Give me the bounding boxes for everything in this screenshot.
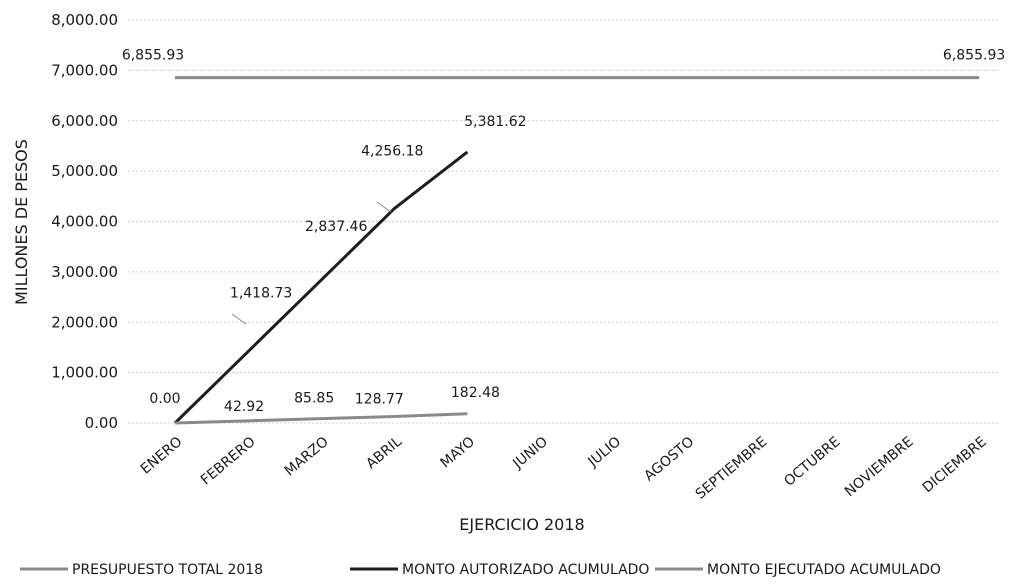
x-axis: ENERO FEBRERO MARZO ABRIL MAYO JUNIO JULIO AGOS… bbox=[138, 434, 990, 503]
gridlines bbox=[128, 19, 1000, 424]
y-tick-label: 5,000.00 bbox=[51, 162, 118, 180]
y-tick-label: 2,000.00 bbox=[51, 313, 118, 331]
legend-label: MONTO AUTORIZADO ACUMULADO bbox=[402, 562, 649, 578]
series-line-2 bbox=[173, 150, 469, 425]
y-tick-label: 7,000.00 bbox=[51, 61, 118, 79]
x-tick-label: DICIEMBRE bbox=[920, 434, 990, 496]
x-tick-label: NOVIEMBRE bbox=[842, 434, 917, 500]
x-tick-label: ENERO bbox=[138, 434, 186, 478]
leader-line bbox=[231, 313, 247, 325]
x-tick-label: SEPTIEMBRE bbox=[693, 434, 771, 503]
x-tick-label: ABRIL bbox=[363, 434, 405, 473]
x-tick-label: OCTUBRE bbox=[781, 434, 843, 490]
x-tick-label: MAYO bbox=[438, 434, 478, 472]
data-label: 0.00 bbox=[149, 391, 180, 407]
x-tick-label: FEBRERO bbox=[198, 434, 259, 489]
legend: PRESUPUESTO TOTAL 2018 MONTO AUTORIZADO A… bbox=[20, 562, 941, 578]
y-axis: 0.00 1,000.00 2,000.00 3,000.00 4,000.00 5,00… bbox=[51, 11, 118, 432]
y-tick-label: 8,000.00 bbox=[51, 11, 118, 29]
data-label: 1,418.73 bbox=[230, 286, 292, 302]
data-label: 85.85 bbox=[294, 391, 334, 407]
x-tick-label: JUNIO bbox=[509, 434, 551, 473]
data-label: 42.92 bbox=[224, 399, 264, 415]
x-tick-label: MARZO bbox=[282, 434, 332, 480]
y-tick-label: 1,000.00 bbox=[51, 364, 118, 382]
y-tick-label: 4,000.00 bbox=[51, 213, 118, 231]
series-lines bbox=[173, 76, 980, 425]
data-label: 6,855.93 bbox=[122, 48, 184, 64]
x-axis-title: EJERCICIO 2018 bbox=[459, 515, 584, 534]
x-tick-label: JULIO bbox=[585, 434, 625, 471]
legend-label: MONTO EJECUTADO ACUMULADO bbox=[707, 562, 941, 578]
y-tick-label: 6,000.00 bbox=[51, 112, 118, 130]
y-tick-label: 0.00 bbox=[85, 414, 118, 432]
data-label: 128.77 bbox=[355, 392, 404, 408]
data-label: 6,855.93 bbox=[943, 48, 1005, 64]
data-label: 182.48 bbox=[451, 385, 500, 401]
data-label: 2,837.46 bbox=[305, 219, 367, 235]
series-line-3 bbox=[174, 412, 468, 425]
data-label: 4,256.18 bbox=[361, 144, 423, 160]
legend-label: PRESUPUESTO TOTAL 2018 bbox=[72, 562, 263, 578]
y-tick-label: 3,000.00 bbox=[51, 263, 118, 281]
x-tick-label: AGOSTO bbox=[641, 434, 697, 485]
data-labels: 6,855.93 6,855.93 0.00 1,418.73 2,837.46 4,25… bbox=[122, 48, 1005, 415]
leader-line bbox=[376, 201, 392, 213]
y-axis-title: MILLONES DE PESOS bbox=[12, 139, 31, 305]
data-label: 5,381.62 bbox=[464, 114, 526, 130]
